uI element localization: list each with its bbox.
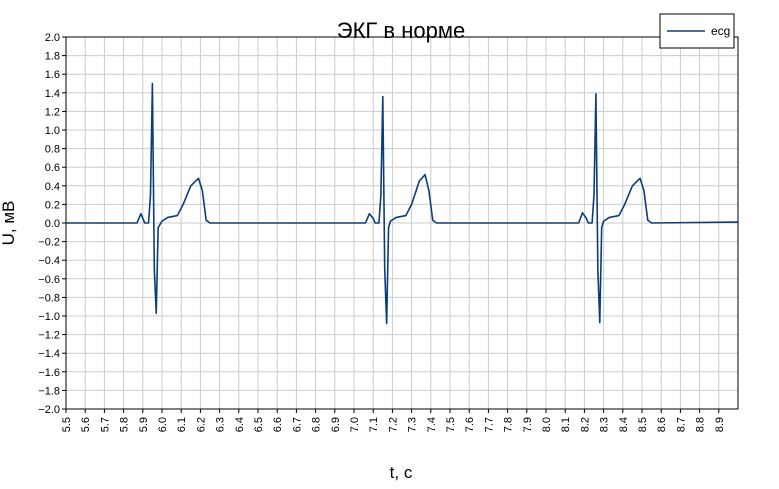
x-tick-label: 8.2: [579, 417, 591, 432]
axis-ticks: 5.5 5.6 5.7 5.8 5.9 6.0 6.1 6.2 6.3 6.4 6.5 6.6 6.7 6…: [38, 32, 726, 432]
y-tick-label: 0.6: [45, 162, 60, 174]
x-tick-label: 6.6: [272, 417, 284, 432]
x-tick-label: 5.7: [99, 417, 111, 432]
y-axis-label: U, мВ: [0, 201, 18, 246]
y-tick-label: 0.0: [45, 218, 60, 230]
x-tick-label: 7.4: [426, 417, 438, 432]
x-tick-label: 8.1: [560, 417, 572, 432]
y-tick-label: −2.0: [38, 404, 60, 416]
x-tick-label: 7.2: [387, 417, 399, 432]
x-tick-label: 5.8: [119, 417, 131, 432]
y-tick-label: −1.0: [38, 311, 60, 323]
x-tick-label: 5.6: [80, 417, 92, 432]
y-tick-label: 2.0: [45, 32, 60, 44]
x-tick-label: 8.5: [637, 417, 649, 432]
x-tick-label: 7.6: [464, 417, 476, 432]
x-tick-label: 7.5: [445, 417, 457, 432]
y-tick-label: −0.2: [38, 237, 60, 249]
x-tick-label: 6.8: [311, 417, 323, 432]
x-tick-label: 8.6: [656, 417, 668, 432]
y-tick-label: −1.2: [38, 330, 60, 342]
x-tick-label: 6.9: [330, 417, 342, 432]
x-tick-label: 8.3: [599, 417, 611, 432]
x-tick-label: 6.0: [157, 417, 169, 432]
series-line-ecg: [66, 82, 739, 325]
y-tick-label: −1.4: [38, 348, 60, 360]
y-tick-label: 0.4: [45, 181, 60, 193]
x-tick-label: 8.8: [695, 417, 707, 432]
chart-title: ЭКГ в норме: [337, 18, 465, 43]
x-tick-label: 7.8: [503, 417, 515, 432]
legend: ecg: [659, 13, 735, 49]
x-tick-label: 6.5: [253, 417, 265, 432]
x-tick-label: 8.9: [714, 417, 726, 432]
y-tick-label: −0.6: [38, 274, 60, 286]
x-tick-label: 6.4: [234, 417, 246, 432]
x-tick-label: 6.7: [291, 417, 303, 432]
x-tick-label: 8.7: [675, 417, 687, 432]
x-tick-label: 7.9: [522, 417, 534, 432]
x-tick-label: 6.2: [195, 417, 207, 432]
y-tick-label: 0.2: [45, 199, 60, 211]
legend-label-ecg: ecg: [711, 24, 730, 38]
y-tick-label: 1.8: [45, 51, 60, 63]
series-group: [66, 82, 739, 325]
x-tick-label: 5.5: [61, 417, 73, 432]
y-tick-label: 1.0: [45, 125, 60, 137]
x-tick-label: 6.1: [176, 417, 188, 432]
y-tick-label: −1.6: [38, 367, 60, 379]
y-tick-label: 1.2: [45, 106, 60, 118]
x-tick-label: 8.0: [541, 417, 553, 432]
y-tick-label: 1.4: [45, 88, 60, 100]
y-tick-label: −0.4: [38, 255, 60, 267]
x-tick-label: 7.7: [483, 417, 495, 432]
y-tick-label: 0.8: [45, 144, 60, 156]
x-tick-label: 7.1: [368, 417, 380, 432]
y-tick-label: −0.8: [38, 292, 60, 304]
grid: [65, 36, 738, 410]
x-tick-label: 7.0: [349, 417, 361, 432]
y-tick-label: −1.8: [38, 385, 60, 397]
x-tick-label: 6.3: [215, 417, 227, 432]
x-axis-label: t, c: [390, 463, 413, 482]
x-tick-label: 5.9: [138, 417, 150, 432]
y-tick-label: 1.6: [45, 69, 60, 81]
x-tick-label: 7.3: [407, 417, 419, 432]
x-tick-label: 8.4: [618, 417, 630, 432]
